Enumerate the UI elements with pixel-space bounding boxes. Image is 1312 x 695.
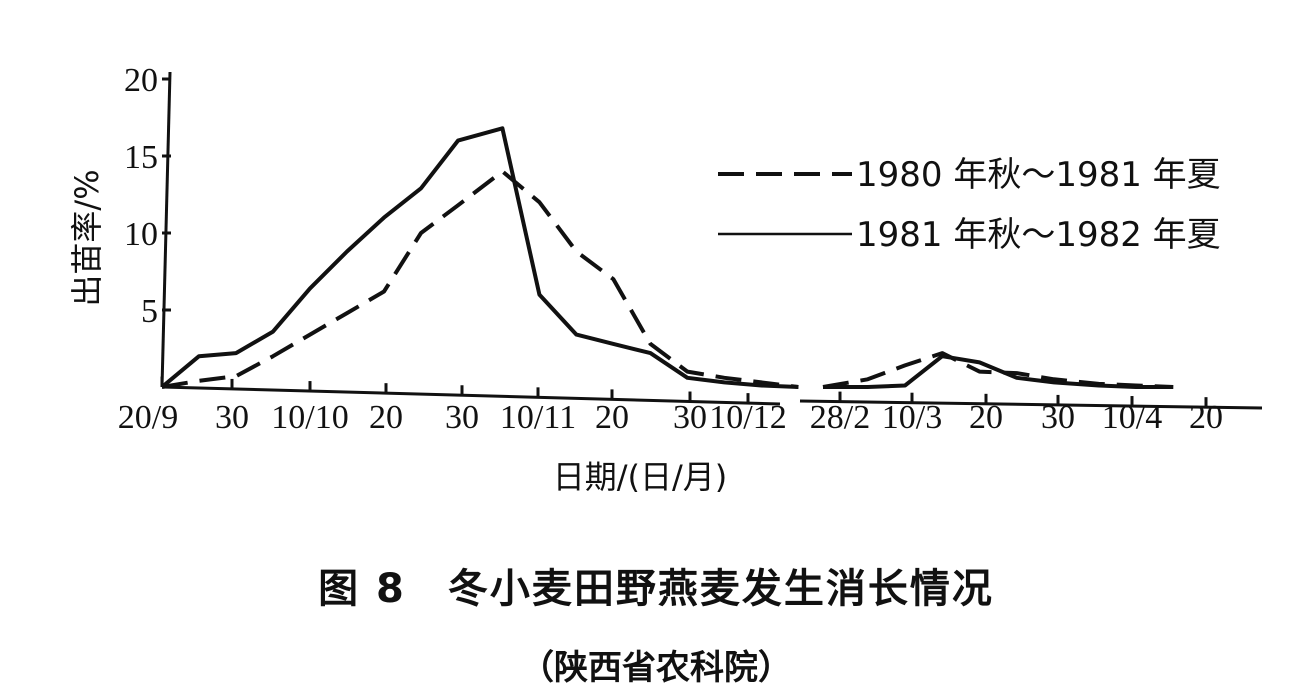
x-tick-label: 28/2 [810, 399, 870, 436]
axes [160, 71, 1263, 410]
x-tick-label: 10/3 [882, 399, 942, 436]
y-tick-label: 20 [124, 62, 158, 99]
x-tick-label: 20 [595, 399, 629, 436]
x-tick-label: 30 [215, 399, 249, 436]
y-tick-label: 5 [141, 293, 158, 330]
series-1980-1981-line-autumn [161, 169, 799, 389]
x-tick-label: 20 [1189, 399, 1223, 436]
x-axis-title: 日期/(日/月) [553, 458, 728, 496]
legend-label: 1980 年秋～1981 年夏 [856, 155, 1221, 195]
figure-caption: 图 8 冬小麦田野燕麦发生消长情况 [318, 566, 994, 612]
x-tick-label: 20 [369, 399, 403, 436]
series-1981-1982-line-autumn [160, 126, 799, 389]
legend: 1980 年秋～1981 年夏 1981 年秋～1982 年夏 [718, 155, 1221, 255]
legend-label: 1981 年秋～1982 年夏 [856, 215, 1221, 255]
x-tick-label: 10/10 [271, 399, 348, 436]
x-tick-label: 10/4 [1102, 399, 1162, 436]
x-axis-line-autumn [161, 385, 781, 406]
x-tick-label: 30 [1041, 399, 1075, 436]
y-axis-line [160, 71, 172, 388]
series-layer [160, 126, 1174, 389]
series-1981-1982-line-spring [823, 354, 1174, 389]
y-tick-label: 15 [124, 139, 158, 176]
figure-source: （陕西省农科院） [520, 648, 792, 688]
x-tick-label: 20 [969, 399, 1003, 436]
y-tick-label: 10 [124, 216, 158, 253]
x-tick-label: 10/11 [500, 399, 576, 436]
x-tick-label: 20/9 [118, 399, 178, 436]
x-tick-label: 30 [445, 399, 479, 436]
x-tick-label: 10/12 [709, 399, 786, 436]
x-axis-line-spring [799, 399, 1263, 410]
x-tick-label: 30 [673, 399, 707, 436]
y-axis-title: 出苗率/% [68, 169, 106, 306]
